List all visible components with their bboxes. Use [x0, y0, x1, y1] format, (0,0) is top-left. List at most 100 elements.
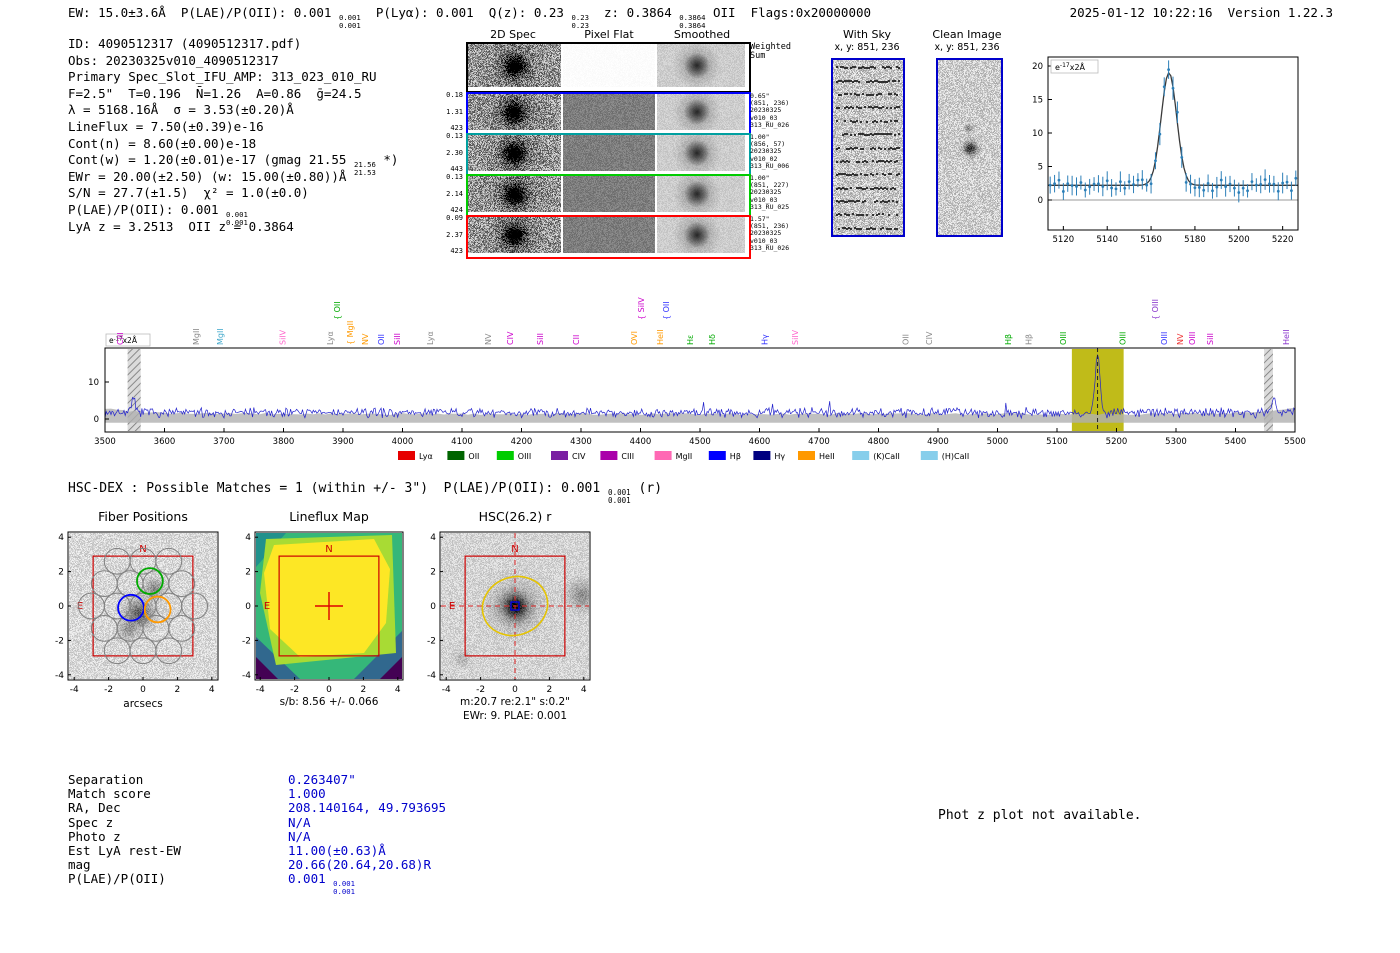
data-point [1228, 182, 1232, 186]
cutout-x-tick-label: -4 [256, 685, 265, 695]
emission-line-label: { OIII [1151, 299, 1160, 320]
legend-label: CIV [572, 452, 586, 461]
frac-top: 0.23 [571, 13, 589, 22]
legend-label: (K)CaII [873, 452, 900, 461]
spec2d-row-left-labels: 0.18 1.31 423 [437, 92, 463, 132]
spec2d-left-label: 0.13 [446, 173, 463, 181]
emission-line-label: OII [377, 334, 386, 345]
data-point [1136, 178, 1140, 182]
data-point [1290, 189, 1293, 193]
legend-label: CIII [621, 452, 634, 461]
spec2d-right-label: v010_02 [750, 154, 778, 163]
text-run: *) [375, 152, 399, 168]
data-point [1048, 183, 1052, 187]
emission-line-label: OIII [1160, 332, 1169, 345]
smoothed-image [657, 135, 745, 171]
data-point [1118, 180, 1122, 184]
cutout-title: HSC(26.2) r [478, 509, 552, 524]
data-point [1233, 186, 1236, 190]
frac-top: 0.3864 [679, 13, 706, 22]
cutout-y-tick-label: 4 [58, 533, 64, 543]
clean-image-coords: x, y: 851, 236 [934, 42, 1000, 53]
smoothed-image [657, 176, 745, 212]
text-run: 20.66(20.64,20.68)R [288, 857, 431, 873]
data-point [1241, 186, 1245, 190]
cutout-x-tick-label: -2 [104, 685, 113, 695]
frac-bottom: 21.53 [353, 167, 376, 177]
legend-swatch [798, 451, 815, 460]
spectrum-axes-box [104, 347, 1296, 433]
spec2d-row-right-labels: 1.00" (856, 57) 20230325 v010_02 313_RU_006 [750, 133, 812, 170]
spec2d-right-label: 313_RU_025 [750, 202, 790, 211]
frac-top: 0.001 [338, 13, 361, 22]
emission-line-label: CIII [116, 332, 125, 345]
spec2d-col-title: Pixel Flat [584, 28, 634, 41]
x-tick-label: 5180 [1184, 235, 1206, 245]
cutout-y-tick-label: 0 [58, 602, 64, 612]
hsc-dex-header: HSC-DEX : Possible Matches = 1 (within +… [68, 481, 662, 505]
cutout-y-tick-label: 0 [430, 602, 436, 612]
data-point [1254, 183, 1258, 187]
data-point [1215, 185, 1219, 189]
match-table-value: 11.00(±0.63)Å [288, 843, 386, 858]
data-point [1171, 86, 1175, 90]
emission-line-label: Hδ [708, 334, 717, 345]
emission-line-label: CIV [506, 331, 515, 345]
y-tick-label: 20 [1032, 62, 1043, 72]
stacked-fraction: 0.001 0.001 [339, 14, 361, 29]
x-tick-label: 4900 [927, 437, 949, 447]
tspan-shape: x2Å [1070, 61, 1086, 72]
text-run: 11.00(±0.63)Å [288, 843, 386, 858]
with-sky-coords: x, y: 851, 236 [834, 42, 900, 53]
data-point [1061, 190, 1065, 193]
spec2d-right-label: (851, 236) [750, 99, 790, 108]
y-tick-label: 0 [1038, 196, 1043, 206]
legend-swatch [753, 451, 771, 460]
x-tick-label: 3700 [213, 437, 235, 447]
legend-label: OIII [518, 452, 531, 461]
data-point [1219, 178, 1223, 182]
spec2d-right-label: 20230325 [750, 106, 782, 115]
flux-units-label: e-17x2Å [1055, 61, 1086, 72]
frac-bottom: 0.3864 [679, 20, 706, 30]
spec2d-left-label: 2.14 [446, 189, 463, 198]
spec2d-image [468, 217, 561, 253]
info-line: F=2.5" T=0.196 N̄=1.26 A=0.86 ḡ=24.5 [68, 86, 362, 101]
cutout-x-tick-label: -2 [290, 685, 299, 695]
text-run: F=2.5" T=0.196 N̄=1.26 A=0.86 ḡ=24.5 [68, 85, 362, 101]
spec2d-right-label: (851, 236) [750, 222, 790, 231]
spec2d-right-label: (851, 227) [750, 181, 790, 190]
cutout-x-tick-label: -4 [70, 685, 79, 695]
text-run: P(Lyα): 0.001 Q(z): 0.23 [360, 5, 572, 20]
spec2d-right-label: 1.00" [750, 174, 770, 182]
spec2d-right-label: Weighted [750, 42, 791, 52]
info-line: λ = 5168.16Å σ = 3.53(±0.20)Å [68, 102, 294, 117]
data-point [1127, 180, 1131, 184]
spec2d-right-label: 313_RU_026 [750, 243, 790, 252]
units-label-box [1050, 59, 1099, 74]
x-tick-label: 5120 [1053, 235, 1075, 245]
y-tick-label: 5 [1038, 163, 1043, 173]
hsc-cutout-image [441, 533, 589, 679]
match-table-value: 0.001 0.001 0.001 [288, 871, 355, 895]
emission-line-label: MgII [216, 328, 225, 345]
cutout-x-tick-label: 2 [547, 685, 553, 695]
data-point [1276, 189, 1280, 193]
text-run: OII Flags:0x20000000 [705, 5, 872, 20]
smoothed-image [657, 217, 745, 253]
frac-bottom: 0.001 [608, 495, 631, 505]
stacked-fraction: 21.56 21.53 [354, 161, 376, 176]
spec2d-right-label: 20230325 [750, 229, 782, 238]
frac-top: 0.001 [333, 879, 355, 889]
text-run: 0.263407" [288, 772, 356, 787]
spec2d-right-label: v010_03 [750, 236, 778, 245]
legend-label: Hβ [730, 452, 741, 461]
emission-line-label: HeII [656, 329, 665, 345]
data-point [1114, 187, 1118, 191]
text-run: λ = 5168.16Å σ = 3.53(±0.20)Å [68, 102, 294, 118]
text-run: 1.000 [288, 786, 326, 802]
x-tick-label: 4700 [808, 437, 830, 447]
tspan-shape: e [109, 336, 114, 345]
cutout-y-tick-label: 2 [58, 568, 64, 578]
data-point [1193, 186, 1197, 190]
